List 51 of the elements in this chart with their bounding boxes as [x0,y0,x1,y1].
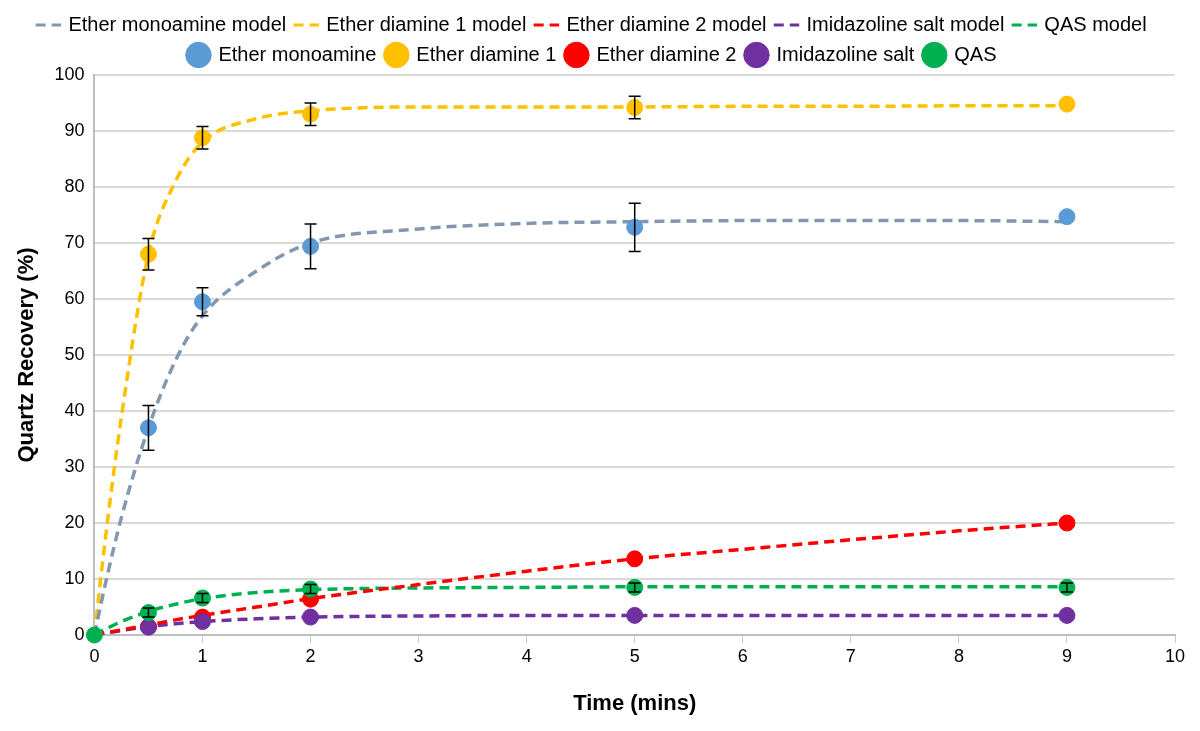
x-tick-label: 8 [953,645,964,666]
point [1058,606,1076,624]
y-tick-label: 100 [54,63,85,84]
point [302,105,320,123]
y-tick-label: 20 [64,511,85,532]
x-tick-label: 1 [197,645,208,666]
y-tick-label: 10 [64,567,85,588]
legend-label: Imidazoline salt [776,42,915,65]
x-tick-label: 5 [629,645,640,666]
x-tick-label: 6 [737,645,748,666]
point [302,237,320,255]
legend-label: Ether diamine 2 [596,42,737,65]
point [302,608,320,626]
point [1058,95,1076,113]
legend-label: Ether diamine 1 model [326,12,527,35]
point [1058,514,1076,532]
legend-label: Ether monoamine model [68,12,287,35]
x-tick-label: 4 [521,645,532,666]
legend-label: Ether diamine 1 [416,42,557,65]
y-tick-label: 40 [64,399,85,420]
legend-label: Imidazoline salt model [806,12,1005,35]
x-tick-label: 7 [845,645,856,666]
x-tick-label: 9 [1061,645,1072,666]
point [193,293,211,311]
x-tick-label: 10 [1164,645,1186,666]
y-tick-label: 90 [64,119,85,140]
point [193,613,211,631]
legend-label: Ether diamine 2 model [566,12,767,35]
x-axis-title: Time (mins) [573,689,697,715]
point [626,218,644,236]
point [626,550,644,568]
x-tick-label: 3 [413,645,424,666]
y-tick-label: 50 [64,343,85,364]
point [1058,208,1076,226]
y-tick-label: 70 [64,231,85,252]
legend-label: Ether monoamine [218,42,377,65]
legend-label: QAS model [1044,12,1147,35]
x-tick-label: 2 [305,645,316,666]
y-tick-label: 0 [74,623,85,644]
point [626,98,644,116]
y-tick-label: 80 [64,175,85,196]
point [85,626,103,644]
point [139,419,157,437]
y-axis-title: Quartz Recovery (%) [13,247,39,463]
x-tick-label: 0 [89,645,100,666]
point [193,129,211,147]
y-tick-label: 60 [64,287,85,308]
y-tick-label: 30 [64,455,85,476]
point [626,606,644,624]
legend-label: QAS [954,42,997,65]
point [139,245,157,263]
